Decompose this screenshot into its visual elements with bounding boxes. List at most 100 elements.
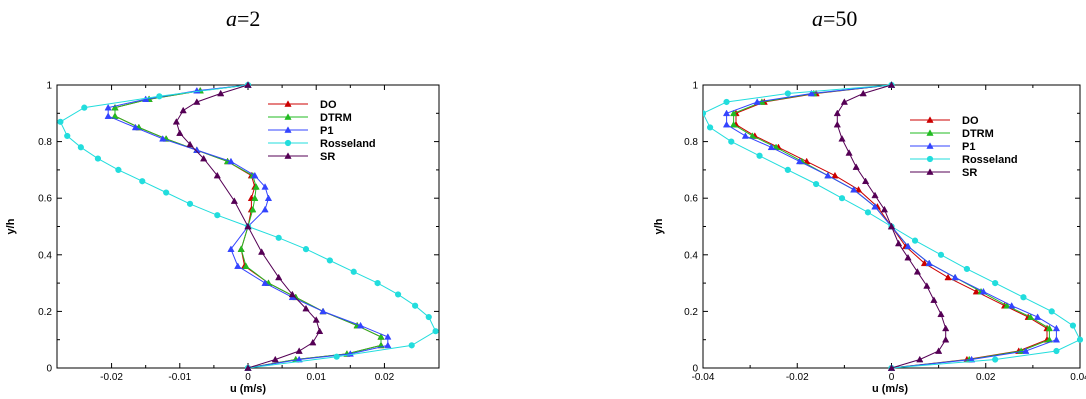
data-point <box>412 302 419 309</box>
data-point <box>942 324 950 332</box>
legend-label: Rosseland <box>320 138 376 150</box>
data-point <box>234 262 242 269</box>
data-point <box>722 120 731 128</box>
legend-entry-dtrm: DTRM <box>268 112 352 124</box>
legend-label: DO <box>320 99 337 111</box>
legend-marker <box>926 142 934 149</box>
legend-entry-rosseland: Rosseland <box>268 138 376 150</box>
data-point <box>408 342 415 349</box>
data-point <box>316 327 324 335</box>
data-point <box>104 103 112 111</box>
data-point <box>356 321 365 329</box>
data-point <box>730 109 738 117</box>
data-point <box>944 273 952 281</box>
y-tick-label: 0.2 <box>38 307 52 318</box>
data-point <box>156 93 163 100</box>
y-tick-label: 0 <box>692 364 698 375</box>
data-point <box>1020 294 1027 301</box>
legend-label: P1 <box>962 141 975 153</box>
data-point <box>432 328 439 335</box>
x-tick-label: 0 <box>245 372 251 383</box>
data-point <box>784 90 791 97</box>
data-point <box>312 316 320 323</box>
data-point <box>979 287 988 295</box>
data-point <box>864 209 872 216</box>
data-point <box>795 157 804 165</box>
data-point <box>967 355 976 363</box>
data-point <box>887 81 896 88</box>
data-point <box>264 194 273 202</box>
y-tick-label: 0.2 <box>684 307 698 318</box>
data-point <box>261 183 269 190</box>
data-point <box>854 185 863 193</box>
data-point <box>394 291 402 298</box>
data-point <box>374 280 381 287</box>
legend-entry-do: DO <box>910 115 979 127</box>
data-point <box>275 234 282 241</box>
data-point <box>350 268 357 275</box>
legend-marker <box>926 168 934 175</box>
data-point <box>227 157 235 165</box>
data-point <box>1053 347 1060 355</box>
data-point <box>904 253 912 261</box>
data-point <box>64 132 71 140</box>
data-point <box>1069 322 1077 329</box>
legend-label: P1 <box>320 125 333 137</box>
legend-marker <box>284 100 292 107</box>
data-point <box>81 104 88 111</box>
data-point <box>77 144 84 151</box>
data-point <box>913 268 922 275</box>
data-point <box>213 171 221 179</box>
x-axis-label: u (m/s) <box>872 383 908 395</box>
data-point <box>852 163 860 170</box>
legend-marker <box>926 129 934 136</box>
legend-marker <box>284 113 292 120</box>
data-point <box>831 171 839 179</box>
data-point <box>807 89 816 97</box>
y-axis-label: y/h <box>653 218 665 234</box>
title-value: =2 <box>237 6 261 31</box>
data-point <box>251 194 259 202</box>
data-point <box>1003 302 1011 309</box>
data-point <box>200 154 208 162</box>
data-point <box>425 313 432 321</box>
data-point <box>703 110 707 117</box>
data-point <box>251 171 259 179</box>
legend-entry-sr: SR <box>268 151 335 163</box>
data-point <box>1008 302 1016 309</box>
data-point <box>937 251 945 258</box>
data-point <box>217 89 225 97</box>
data-point <box>887 222 896 230</box>
data-point <box>992 280 999 287</box>
data-point <box>131 123 140 131</box>
legend-label: Rosseland <box>962 154 1018 166</box>
data-point <box>930 296 938 303</box>
legend-label: DTRM <box>320 112 352 124</box>
y-tick-label: 0.8 <box>38 137 52 148</box>
panel-title-a2: a=2 <box>226 6 260 32</box>
data-point <box>261 205 269 213</box>
legend-label: SR <box>962 167 977 179</box>
y-axis-label: y/h <box>5 218 17 234</box>
legend-entry-p1: P1 <box>910 141 975 153</box>
data-point <box>186 140 194 148</box>
data-point <box>377 333 385 340</box>
title-variable: a <box>226 6 237 31</box>
data-point <box>1026 313 1035 320</box>
data-point <box>237 245 245 252</box>
y-tick-label: 1 <box>46 81 52 92</box>
legend-marker <box>284 139 292 147</box>
x-tick-label: -0.02 <box>100 372 123 383</box>
data-point <box>230 197 238 204</box>
data-point <box>271 355 279 363</box>
data-point <box>1048 308 1055 315</box>
y-tick-label: 0.8 <box>684 137 698 148</box>
data-point <box>972 287 980 295</box>
legend-entry-rosseland: Rosseland <box>910 154 1018 166</box>
legend-entry-sr: SR <box>910 167 977 179</box>
data-point <box>104 112 112 119</box>
data-point <box>244 222 252 230</box>
data-point <box>94 155 102 162</box>
data-point <box>838 195 846 202</box>
x-tick-label: -0.02 <box>786 372 809 383</box>
